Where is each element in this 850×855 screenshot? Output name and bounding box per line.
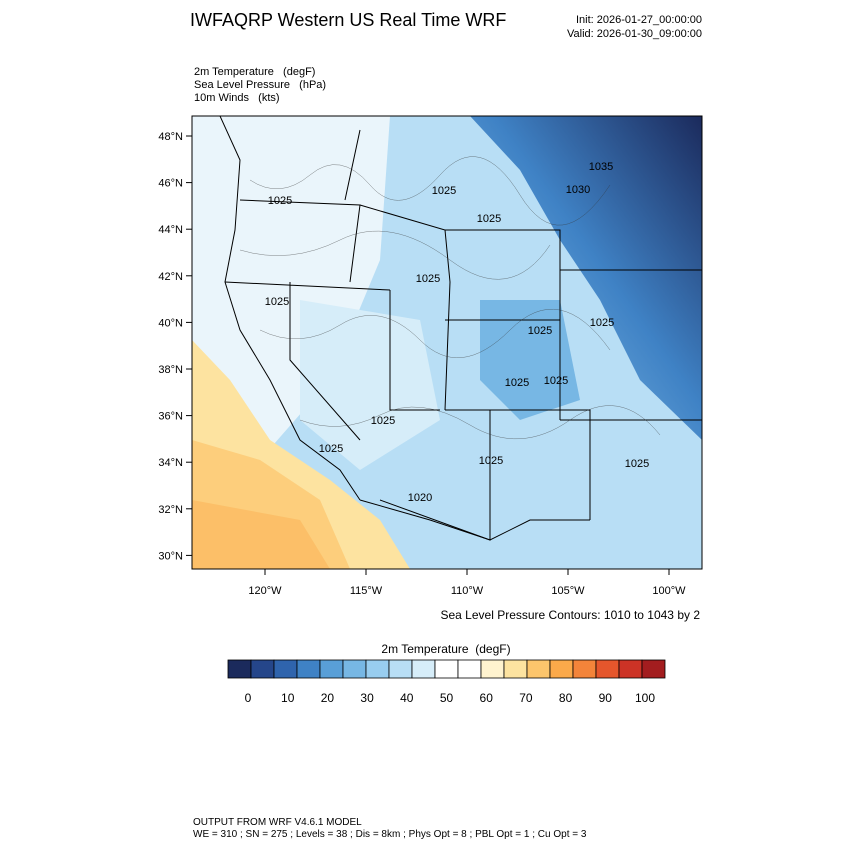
lon-label: 110°W bbox=[451, 585, 484, 597]
lon-label: 105°W bbox=[551, 585, 585, 597]
colorbar-tick-label: 30 bbox=[360, 691, 374, 705]
colorbar-box bbox=[457, 659, 482, 679]
contour-label: 1025 bbox=[544, 375, 568, 387]
colorbar-box bbox=[296, 659, 321, 679]
footer-line: WE = 310 ; SN = 275 ; Levels = 38 ; Dis … bbox=[193, 829, 587, 840]
colorbar-title: 2m Temperature (degF) bbox=[381, 642, 510, 656]
colorbar-tick-label: 80 bbox=[559, 691, 573, 705]
colorbar-box bbox=[250, 659, 275, 679]
field-label: 10m Winds (kts) bbox=[194, 92, 280, 104]
contour-label: 1020 bbox=[408, 492, 432, 504]
colorbar-box bbox=[365, 659, 390, 679]
colorbar-box bbox=[618, 659, 643, 679]
colorbar-tick-label: 50 bbox=[440, 691, 454, 705]
title: IWFAQRP Western US Real Time WRF bbox=[190, 10, 506, 30]
lat-label: 38°N bbox=[158, 364, 183, 376]
contour-label: 1025 bbox=[479, 455, 503, 467]
lat-label: 30°N bbox=[158, 550, 183, 562]
contour-label: 1025 bbox=[432, 185, 456, 197]
colorbar-box bbox=[273, 659, 298, 679]
init-time: Init: 2026-01-27_00:00:00 bbox=[576, 14, 702, 26]
lon-label: 120°W bbox=[248, 585, 282, 597]
contour-label: 1025 bbox=[265, 296, 289, 308]
field-label: Sea Level Pressure (hPa) bbox=[194, 79, 326, 91]
contour-label: 1025 bbox=[505, 377, 529, 389]
colorbar-box bbox=[549, 659, 574, 679]
contour-label: 1025 bbox=[590, 317, 614, 329]
colorbar-box bbox=[641, 659, 666, 679]
lat-label: 36°N bbox=[158, 411, 183, 423]
colorbar-tick-label: 10 bbox=[281, 691, 295, 705]
colorbar-tick-label: 40 bbox=[400, 691, 414, 705]
colorbar-tick-label: 70 bbox=[519, 691, 533, 705]
colorbar-box bbox=[227, 659, 252, 679]
lat-label: 40°N bbox=[158, 317, 183, 329]
map-field bbox=[192, 116, 702, 569]
contour-note: Sea Level Pressure Contours: 1010 to 104… bbox=[441, 608, 701, 622]
contour-label: 1025 bbox=[625, 458, 649, 470]
colorbar-box bbox=[526, 659, 551, 679]
colorbar-tick-label: 0 bbox=[245, 691, 252, 705]
colorbar-box bbox=[572, 659, 597, 679]
valid-time: Valid: 2026-01-30_09:00:00 bbox=[567, 28, 702, 40]
lon-label: 115°W bbox=[350, 585, 383, 597]
contour-label: 1025 bbox=[371, 415, 395, 427]
colorbar-tick-label: 20 bbox=[321, 691, 335, 705]
colorbar-box bbox=[503, 659, 528, 679]
lat-label: 34°N bbox=[158, 457, 183, 469]
lat-label: 32°N bbox=[158, 504, 183, 516]
colorbar-box bbox=[411, 659, 436, 679]
map-frame bbox=[191, 115, 703, 570]
lat-label: 44°N bbox=[158, 224, 183, 236]
contour-label: 1025 bbox=[477, 213, 501, 225]
colorbar-tick-label: 90 bbox=[599, 691, 613, 705]
colorbar-box bbox=[319, 659, 344, 679]
colorbar-box bbox=[342, 659, 367, 679]
lat-label: 42°N bbox=[158, 271, 183, 283]
contour-label: 1025 bbox=[528, 325, 552, 337]
contour-label: 1025 bbox=[416, 273, 440, 285]
colorbar-box bbox=[388, 659, 413, 679]
contour-label: 1025 bbox=[268, 195, 292, 207]
contour-label: 1035 bbox=[589, 161, 613, 173]
lon-label: 100°W bbox=[652, 585, 686, 597]
colorbar-tick-label: 100 bbox=[635, 691, 655, 705]
colorbar-tick-label: 60 bbox=[480, 691, 494, 705]
lat-label: 46°N bbox=[158, 178, 183, 190]
colorbar-box bbox=[480, 659, 505, 679]
contour-label: 1025 bbox=[319, 443, 343, 455]
field-label: 2m Temperature (degF) bbox=[194, 66, 315, 78]
colorbar-box bbox=[595, 659, 620, 679]
colorbar-box bbox=[434, 659, 459, 679]
footer-line: OUTPUT FROM WRF V4.6.1 MODEL bbox=[193, 817, 362, 828]
lat-label: 48°N bbox=[158, 131, 183, 143]
contour-label: 1030 bbox=[566, 184, 590, 196]
